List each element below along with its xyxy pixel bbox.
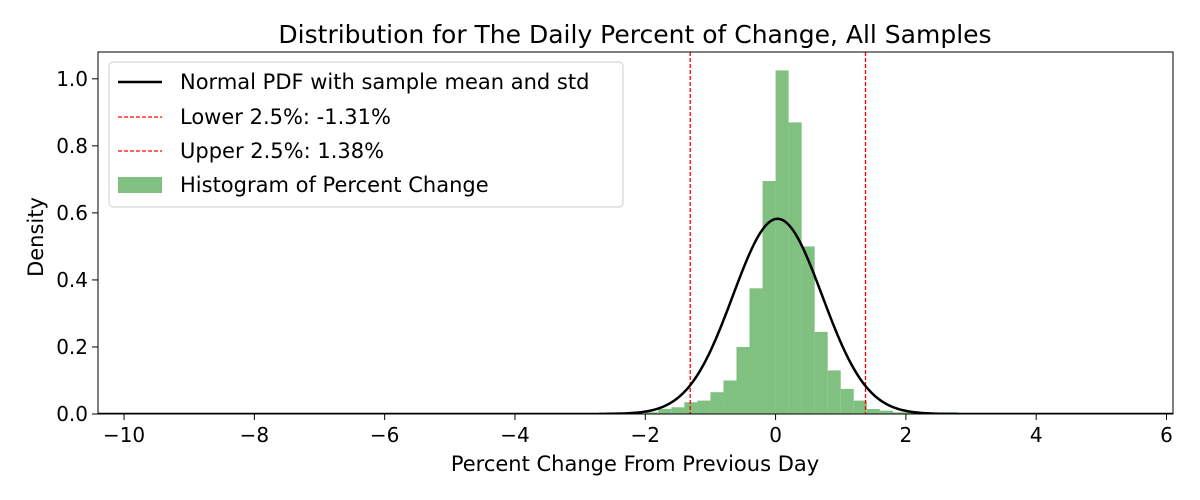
plot-frame <box>97 51 1174 415</box>
x-tick-label: 2 <box>900 423 913 447</box>
legend-item-histogram: Histogram of Percent Change <box>118 173 489 197</box>
legend-item-normal-pdf: Normal PDF with sample mean and std <box>118 70 589 94</box>
legend-label: Normal PDF with sample mean and std <box>180 70 589 94</box>
histogram-bar <box>645 412 659 414</box>
histogram-bar <box>879 410 893 414</box>
histogram-bar <box>762 181 776 414</box>
plot-area <box>98 52 1173 414</box>
histogram-bar <box>710 392 724 414</box>
y-tick-label: 0.8 <box>56 134 88 158</box>
histogram-bar <box>684 402 698 414</box>
y-axis-title: Density <box>24 197 48 277</box>
legend-label: Upper 2.5%: 1.38% <box>180 139 384 163</box>
x-tick-label: −10 <box>103 423 145 447</box>
x-axis-title: Percent Change From Previous Day <box>451 452 819 476</box>
histogram-bar <box>723 380 737 414</box>
legend-box <box>108 61 624 208</box>
legend-swatch <box>118 177 162 193</box>
axes: −10 −8 −6 −4 −2 0 2 4 6 0.0 0.2 0.4 0.6 0.8 1.0 <box>56 51 1174 447</box>
x-tick-label: 0 <box>769 423 782 447</box>
x-tick-label: −2 <box>631 423 660 447</box>
histogram-bar <box>749 288 763 414</box>
histogram-bar <box>736 346 750 414</box>
histogram-bar <box>866 408 880 414</box>
x-tick-label: −6 <box>370 423 399 447</box>
histogram-bar <box>840 388 854 414</box>
histogram-bar <box>827 370 841 414</box>
x-tick-label: −4 <box>500 423 529 447</box>
legend-label: Histogram of Percent Change <box>180 173 489 197</box>
y-tick-label: 0.0 <box>56 402 88 426</box>
histogram-bar <box>658 408 672 414</box>
x-tick-label: 6 <box>1160 423 1173 447</box>
chart-title: Distribution for The Daily Percent of Ch… <box>278 20 991 49</box>
histogram-bar <box>801 246 815 414</box>
normal-pdf-curve <box>98 217 1173 414</box>
histogram-bar <box>697 400 711 414</box>
y-tick-label: 0.4 <box>56 268 88 292</box>
histogram-bar <box>814 331 828 414</box>
x-tick-label: 4 <box>1030 423 1043 447</box>
legend-label: Lower 2.5%: -1.31% <box>180 105 391 129</box>
histogram-bar <box>853 400 867 414</box>
histogram-bar <box>892 412 906 414</box>
histogram-bar <box>788 122 802 414</box>
y-tick-label: 0.6 <box>56 201 88 225</box>
y-tick-label: 1.0 <box>56 67 88 91</box>
legend-item-upper-percentile: Upper 2.5%: 1.38% <box>118 139 384 163</box>
legend-item-lower-percentile: Lower 2.5%: -1.31% <box>118 105 391 129</box>
legend: Normal PDF with sample mean and std Lower… <box>108 61 624 208</box>
y-tick-label: 0.2 <box>56 335 88 359</box>
histogram-bar <box>775 70 789 414</box>
histogram-bar <box>671 407 685 414</box>
x-tick-label: −8 <box>240 423 269 447</box>
